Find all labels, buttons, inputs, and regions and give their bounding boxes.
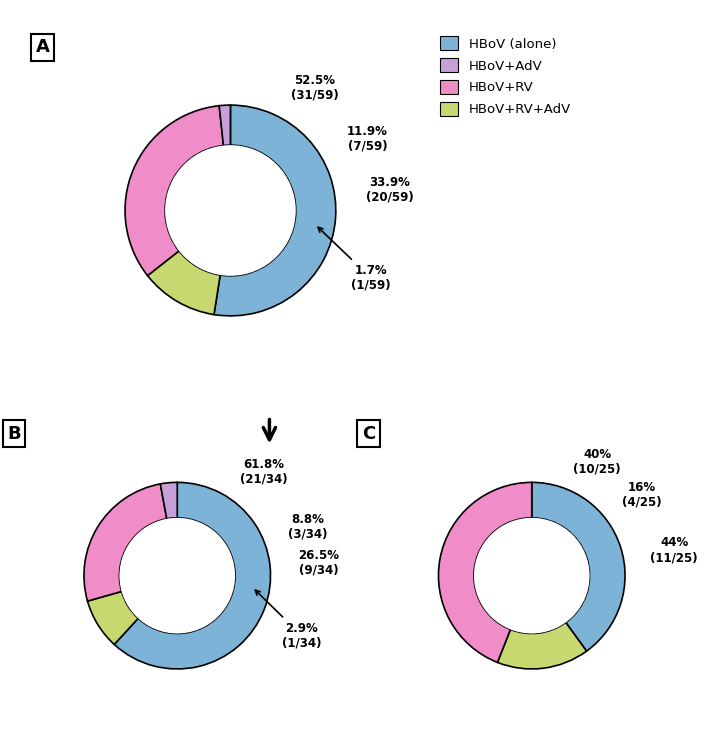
Wedge shape <box>532 482 625 651</box>
Text: C: C <box>362 425 375 443</box>
Text: 40%
(10/25): 40% (10/25) <box>574 448 621 475</box>
Text: B: B <box>7 425 21 443</box>
Text: 16%
(4/25): 16% (4/25) <box>622 481 661 508</box>
Circle shape <box>119 518 235 633</box>
Text: 1.7%
(1/59): 1.7% (1/59) <box>318 227 391 292</box>
Wedge shape <box>147 251 220 315</box>
Wedge shape <box>160 482 177 519</box>
Wedge shape <box>498 623 586 669</box>
Text: 11.9%
(7/59): 11.9% (7/59) <box>347 125 388 153</box>
Wedge shape <box>84 484 167 601</box>
Circle shape <box>165 145 296 276</box>
Text: 52.5%
(31/59): 52.5% (31/59) <box>291 74 339 102</box>
Text: 33.9%
(20/59): 33.9% (20/59) <box>366 176 413 204</box>
Wedge shape <box>125 106 223 275</box>
Text: 2.9%
(1/34): 2.9% (1/34) <box>255 590 322 650</box>
Wedge shape <box>438 482 532 662</box>
Text: 44%
(11/25): 44% (11/25) <box>650 536 698 565</box>
Wedge shape <box>114 482 271 669</box>
Text: 8.8%
(3/34): 8.8% (3/34) <box>289 513 328 541</box>
Legend: HBoV (alone), HBoV+AdV, HBoV+RV, HBoV+RV+AdV: HBoV (alone), HBoV+AdV, HBoV+RV, HBoV+RV… <box>440 36 571 116</box>
Text: 61.8%
(21/34): 61.8% (21/34) <box>240 458 287 486</box>
Text: A: A <box>36 38 50 56</box>
Wedge shape <box>219 105 230 146</box>
Wedge shape <box>214 105 336 316</box>
Wedge shape <box>87 591 138 644</box>
Text: 26.5%
(9/34): 26.5% (9/34) <box>298 548 339 577</box>
Circle shape <box>474 518 590 633</box>
